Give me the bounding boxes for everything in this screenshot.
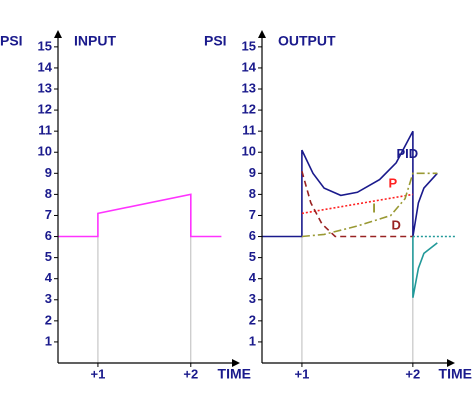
y-axis-arrow (54, 30, 62, 38)
y-tick-label: 8 (249, 186, 256, 201)
y-tick-label: 9 (249, 165, 256, 180)
y-tick-label: 14 (38, 59, 53, 74)
y-tick-label: 1 (249, 333, 256, 348)
series-label: D (392, 217, 401, 232)
line-series (412, 236, 438, 298)
x-axis-label: TIME (439, 366, 472, 382)
y-axis-label: PSI (204, 33, 227, 49)
x-axis-arrow (447, 359, 455, 367)
y-tick-label: 1 (45, 333, 52, 348)
y-tick-label: 5 (45, 249, 52, 264)
line-series (301, 172, 438, 238)
y-tick-label: 15 (38, 38, 52, 53)
series-label: I (372, 201, 376, 216)
y-tick-label: 7 (249, 207, 256, 222)
x-tick-label: +2 (183, 366, 198, 381)
y-tick-label: 3 (249, 291, 256, 306)
series-label: PID (396, 146, 418, 161)
y-axis-label: PSI (0, 33, 23, 49)
y-tick-label: 4 (249, 270, 257, 285)
x-tick-label: +2 (405, 366, 420, 381)
x-axis-label: TIME (218, 366, 251, 382)
y-tick-label: 3 (45, 291, 52, 306)
line-series (301, 170, 413, 238)
y-tick-label: 10 (38, 144, 52, 159)
y-tick-label: 13 (242, 80, 256, 95)
y-tick-label: 11 (38, 123, 52, 138)
y-tick-label: 2 (249, 312, 256, 327)
y-tick-label: 8 (45, 186, 52, 201)
line-series (301, 193, 414, 215)
series-label: P (389, 175, 398, 190)
y-tick-label: 15 (242, 38, 256, 53)
y-tick-label: 10 (242, 144, 256, 159)
y-tick-label: 12 (242, 102, 256, 117)
y-tick-label: 5 (249, 249, 256, 264)
y-axis-arrow (258, 30, 266, 38)
line-series (58, 193, 222, 238)
y-tick-label: 9 (45, 165, 52, 180)
y-tick-label: 6 (249, 228, 256, 243)
y-tick-label: 7 (45, 207, 52, 222)
y-tick-label: 12 (38, 102, 52, 117)
y-tick-label: 4 (45, 270, 53, 285)
y-tick-label: 13 (38, 80, 52, 95)
y-tick-label: 14 (242, 59, 257, 74)
x-tick-label: +1 (295, 366, 310, 381)
line-series (262, 130, 438, 238)
panel-title: OUTPUT (278, 33, 336, 49)
x-axis-arrow (232, 359, 240, 367)
x-tick-label: +1 (91, 366, 106, 381)
y-tick-label: 11 (242, 123, 256, 138)
y-tick-label: 2 (45, 312, 52, 327)
y-tick-label: 6 (45, 228, 52, 243)
panel-title: INPUT (74, 33, 116, 49)
